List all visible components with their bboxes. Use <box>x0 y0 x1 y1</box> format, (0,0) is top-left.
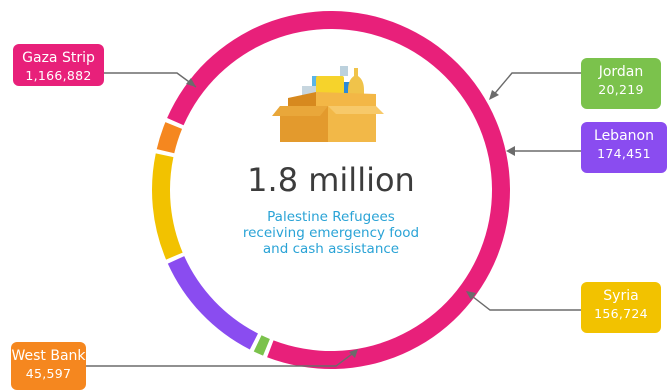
center-total: 1.8 million <box>247 161 415 199</box>
arrow-syria <box>467 292 581 311</box>
slice-lebanon <box>167 256 258 350</box>
arrow-head-lebanon <box>506 146 515 156</box>
label-west-bank: West Bank 45,597 <box>11 342 86 390</box>
center-caption: Palestine Refugees receiving emergency f… <box>242 209 420 257</box>
slice-value-westbank: 45,597 <box>25 366 72 381</box>
arrow-head-gaza <box>186 78 196 87</box>
slice-name-syria: Syria <box>603 288 639 304</box>
arrow-head-jordan <box>489 90 499 100</box>
slice-value-lebanon: 174,451 <box>597 146 651 161</box>
label-jordan: Jordan 20,219 <box>581 58 661 109</box>
slice-value-jordan: 20,219 <box>598 82 644 97</box>
leader-arrows <box>86 72 581 367</box>
slice-name-jordan: Jordan <box>598 64 644 80</box>
arrow-jordan <box>490 72 581 99</box>
slice-value-gaza: 1,166,882 <box>25 68 92 83</box>
label-gaza-strip: Gaza Strip 1,166,882 <box>13 44 104 86</box>
slice-west-bank <box>156 122 183 154</box>
arrow-westbank <box>86 350 357 367</box>
arrow-head-syria <box>466 291 476 300</box>
donut-slices <box>151 10 511 369</box>
slice-name-lebanon: Lebanon <box>594 128 654 144</box>
slice-syria <box>151 153 183 260</box>
label-lebanon: Lebanon 174,451 <box>581 122 667 173</box>
slice-jordan <box>253 335 270 356</box>
label-syria: Syria 156,724 <box>581 282 661 333</box>
arrow-gaza <box>104 72 197 88</box>
slice-name-gaza: Gaza Strip <box>22 50 95 66</box>
arrow-head-westbank <box>349 349 358 358</box>
slice-name-westbank: West Bank <box>11 348 86 364</box>
food-box-icon <box>272 66 384 142</box>
slice-value-syria: 156,724 <box>594 306 648 321</box>
